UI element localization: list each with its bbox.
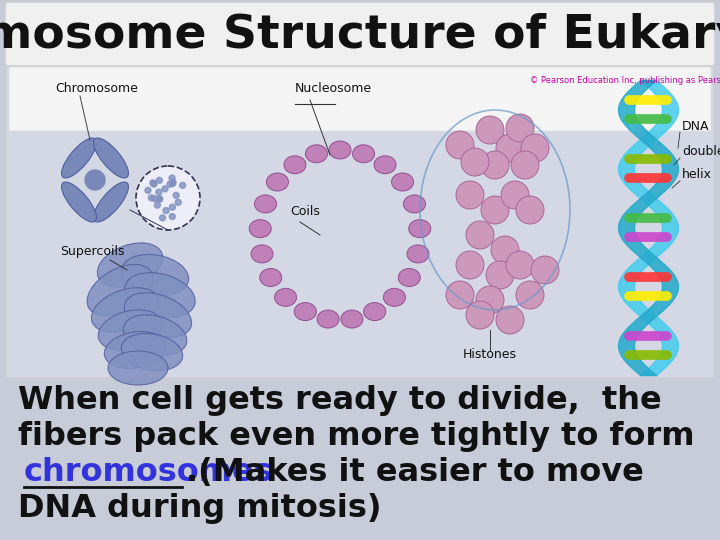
Ellipse shape (104, 332, 166, 368)
Circle shape (466, 301, 494, 329)
Text: fibers pack even more tightly to form: fibers pack even more tightly to form (18, 421, 695, 452)
Circle shape (461, 148, 489, 176)
Text: DNA: DNA (682, 120, 709, 133)
Circle shape (85, 170, 105, 190)
Ellipse shape (91, 288, 158, 332)
Text: © Pearson Education Inc, publishing as Pearson Prentice Hall. All rights reserve: © Pearson Education Inc, publishing as P… (530, 76, 720, 85)
Ellipse shape (374, 156, 396, 174)
Ellipse shape (398, 268, 420, 287)
Text: Chromosome: Chromosome (55, 82, 138, 95)
Ellipse shape (122, 254, 189, 295)
Circle shape (154, 202, 161, 208)
Text: Chromosome Structure of Eukaryotes: Chromosome Structure of Eukaryotes (0, 14, 720, 58)
Ellipse shape (294, 302, 316, 321)
Circle shape (466, 221, 494, 249)
Ellipse shape (125, 273, 195, 318)
Circle shape (151, 181, 157, 187)
Text: .(Makes it easier to move: .(Makes it easier to move (186, 457, 644, 488)
Ellipse shape (260, 268, 282, 287)
Circle shape (456, 181, 484, 209)
Circle shape (486, 261, 514, 289)
Ellipse shape (87, 265, 153, 315)
Circle shape (169, 204, 176, 210)
Circle shape (150, 180, 156, 186)
Ellipse shape (61, 138, 96, 178)
Circle shape (446, 281, 474, 309)
Circle shape (163, 207, 169, 213)
Circle shape (476, 116, 504, 144)
Ellipse shape (97, 243, 163, 287)
Circle shape (148, 195, 154, 201)
Ellipse shape (317, 310, 339, 328)
Ellipse shape (123, 315, 186, 355)
Circle shape (506, 114, 534, 142)
Circle shape (136, 166, 200, 230)
Ellipse shape (392, 173, 413, 191)
Ellipse shape (384, 288, 405, 306)
Ellipse shape (94, 182, 128, 222)
Ellipse shape (125, 293, 192, 338)
Circle shape (446, 131, 474, 159)
Ellipse shape (353, 145, 374, 163)
Circle shape (511, 151, 539, 179)
Circle shape (501, 181, 529, 209)
Text: Nucleosome: Nucleosome (295, 82, 372, 95)
Circle shape (173, 192, 179, 198)
Circle shape (496, 134, 524, 162)
Text: Histones: Histones (463, 348, 517, 361)
Text: double: double (682, 145, 720, 158)
FancyBboxPatch shape (5, 2, 715, 66)
Text: Coils: Coils (290, 205, 320, 218)
Text: chromosomes: chromosomes (24, 457, 274, 488)
Ellipse shape (341, 310, 363, 328)
Circle shape (516, 196, 544, 224)
Ellipse shape (121, 334, 183, 370)
Circle shape (169, 175, 175, 181)
Ellipse shape (108, 351, 168, 385)
Ellipse shape (305, 145, 328, 163)
Ellipse shape (251, 245, 273, 263)
Ellipse shape (329, 141, 351, 159)
Circle shape (531, 256, 559, 284)
Text: DNA during mitosis): DNA during mitosis) (18, 493, 382, 524)
Circle shape (491, 236, 519, 264)
Circle shape (481, 196, 509, 224)
Ellipse shape (98, 310, 162, 350)
Circle shape (157, 196, 163, 202)
Circle shape (156, 196, 163, 202)
Circle shape (152, 195, 158, 201)
Circle shape (170, 180, 176, 186)
Circle shape (169, 213, 175, 220)
Circle shape (481, 151, 509, 179)
Circle shape (506, 251, 534, 279)
Ellipse shape (61, 182, 96, 222)
Ellipse shape (255, 195, 276, 213)
Ellipse shape (409, 220, 431, 238)
Circle shape (476, 286, 504, 314)
Circle shape (145, 187, 151, 193)
Circle shape (496, 306, 524, 334)
FancyBboxPatch shape (6, 64, 714, 378)
Ellipse shape (94, 138, 128, 178)
Circle shape (170, 179, 176, 185)
Circle shape (162, 186, 168, 192)
Ellipse shape (403, 195, 426, 213)
Circle shape (159, 215, 166, 221)
Circle shape (456, 251, 484, 279)
Ellipse shape (364, 302, 386, 321)
Circle shape (521, 134, 549, 162)
Ellipse shape (284, 156, 306, 174)
Ellipse shape (249, 220, 271, 238)
Circle shape (516, 281, 544, 309)
Circle shape (167, 181, 173, 187)
Circle shape (179, 183, 186, 188)
FancyBboxPatch shape (9, 67, 711, 131)
Text: Supercoils: Supercoils (60, 245, 125, 258)
Text: When cell gets ready to divide,  the: When cell gets ready to divide, the (18, 385, 662, 416)
Text: helix: helix (682, 168, 712, 181)
Circle shape (156, 189, 162, 195)
Circle shape (156, 177, 163, 183)
Circle shape (175, 199, 181, 205)
Ellipse shape (274, 288, 297, 306)
